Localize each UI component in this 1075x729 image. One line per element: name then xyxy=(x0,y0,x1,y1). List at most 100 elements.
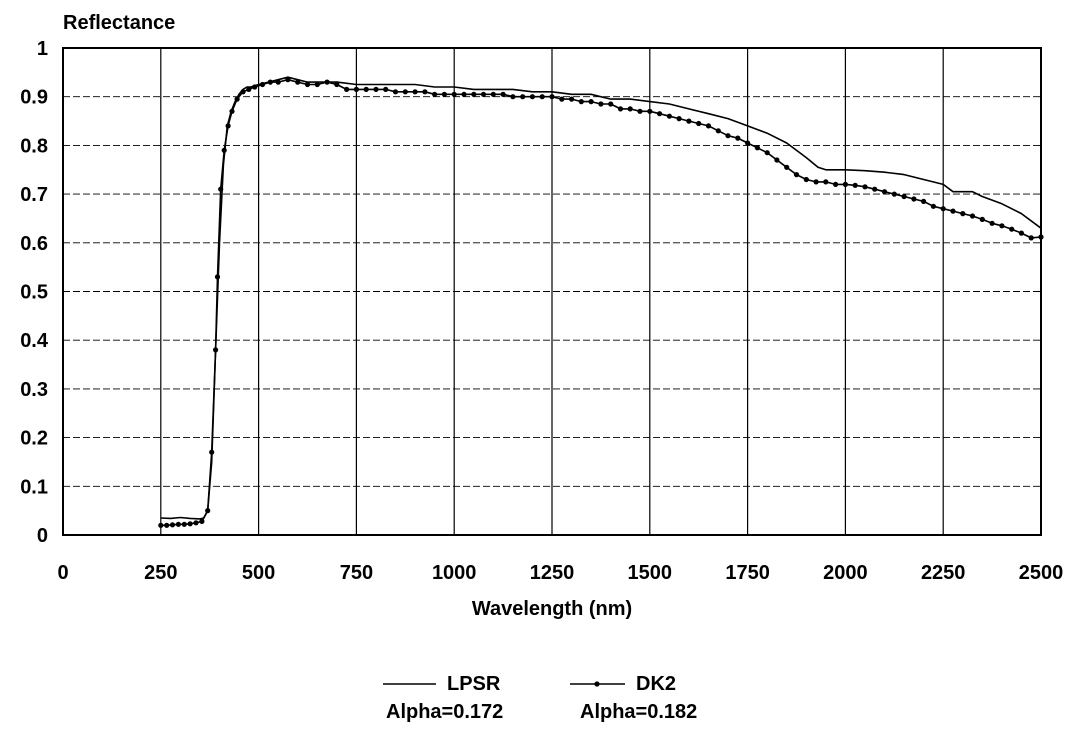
data-point-dk2 xyxy=(314,81,320,88)
y-tick-label: 0.2 xyxy=(20,428,48,450)
x-tick-labels: 0 250 500 750 1000 1250 1500 1750 2000 2250 2500 xyxy=(57,562,1063,584)
data-point-dk2 xyxy=(324,79,330,85)
data-point-dk2 xyxy=(969,213,976,219)
x-tick-label: 1250 xyxy=(530,562,575,584)
data-point-dk2 xyxy=(569,96,575,102)
x-tick-label: 1500 xyxy=(628,562,673,584)
x-tick-label: 1000 xyxy=(432,562,477,584)
data-point-dk2 xyxy=(520,94,526,100)
data-point-dk2 xyxy=(199,518,205,525)
data-point-dk2 xyxy=(725,133,731,139)
data-point-dk2 xyxy=(539,94,545,100)
data-point-dk2 xyxy=(627,106,633,112)
data-point-dk2 xyxy=(432,91,438,97)
data-point-dk2 xyxy=(793,172,800,178)
data-point-dk2 xyxy=(852,182,858,188)
data-point-dk2 xyxy=(193,520,199,526)
data-point-dk2 xyxy=(259,81,266,88)
data-point-dk2 xyxy=(158,522,164,528)
data-point-dk2 xyxy=(267,79,273,85)
data-point-dk2 xyxy=(754,145,761,151)
data-point-dk2 xyxy=(240,89,246,95)
data-point-dk2 xyxy=(901,193,907,200)
data-point-dk2 xyxy=(657,111,663,117)
data-point-dk2 xyxy=(666,113,673,119)
data-point-dk2 xyxy=(921,198,927,204)
data-point-dk2 xyxy=(1018,230,1024,236)
data-point-dk2 xyxy=(373,86,379,92)
data-point-dk2 xyxy=(715,128,721,134)
x-axis-label: Wavelength (nm) xyxy=(472,598,632,620)
data-point-dk2 xyxy=(578,99,584,105)
data-point-dk2 xyxy=(1009,226,1015,232)
data-point-dk2 xyxy=(559,96,565,102)
data-point-dk2 xyxy=(842,181,849,187)
data-point-dk2 xyxy=(735,135,741,141)
data-point-dk2 xyxy=(784,164,790,170)
data-point-dk2 xyxy=(696,120,702,127)
data-point-dk2 xyxy=(234,96,240,102)
y-axis-label: Reflectance xyxy=(63,12,175,34)
data-point-dk2 xyxy=(647,108,653,114)
data-point-dk2 xyxy=(500,91,506,97)
data-point-dk2 xyxy=(989,220,995,226)
y-tick-label: 0.3 xyxy=(20,379,48,401)
legend-alpha-lpsr: Alpha=0.172 xyxy=(386,701,503,723)
data-point-dk2 xyxy=(181,521,187,527)
data-point-dk2 xyxy=(187,521,193,527)
data-point-dk2 xyxy=(549,94,555,100)
data-point-dk2 xyxy=(803,176,809,183)
x-tick-label: 1750 xyxy=(725,562,770,584)
legend: LPSR Alpha=0.172 DK2 Alpha=0.182 xyxy=(383,673,697,723)
data-point-dk2 xyxy=(285,77,291,83)
data-point-dk2 xyxy=(872,186,878,192)
data-point-dk2 xyxy=(218,186,224,192)
data-point-dk2 xyxy=(205,508,211,514)
data-point-dk2 xyxy=(745,140,751,146)
y-tick-labels: 0 0.1 0.2 0.3 0.4 0.5 0.6 0.7 0.8 0.9 1 xyxy=(20,38,49,547)
data-point-dk2 xyxy=(213,347,219,353)
y-tick-label: 1 xyxy=(37,38,48,60)
x-tick-label: 2250 xyxy=(921,562,966,584)
data-point-dk2 xyxy=(353,86,359,92)
data-point-dk2 xyxy=(275,79,281,85)
data-point-dk2 xyxy=(252,84,258,90)
data-point-dk2 xyxy=(295,79,301,85)
data-point-dk2 xyxy=(490,91,496,97)
data-point-dk2 xyxy=(209,449,215,455)
data-point-dk2 xyxy=(979,216,985,222)
data-point-dk2 xyxy=(911,196,917,202)
data-point-dk2 xyxy=(813,179,819,185)
data-point-dk2 xyxy=(529,94,536,100)
x-tick-label: 2000 xyxy=(823,562,868,584)
legend-label-dk2: DK2 xyxy=(636,673,676,695)
data-point-dk2 xyxy=(960,211,966,217)
series-layer xyxy=(158,76,1044,528)
x-tick-label: 0 xyxy=(57,562,68,584)
data-point-dk2 xyxy=(229,108,235,114)
data-point-dk2 xyxy=(441,91,447,97)
data-point-dk2 xyxy=(862,184,868,190)
y-tick-label: 0.7 xyxy=(20,184,48,206)
data-point-dk2 xyxy=(164,522,170,528)
data-point-dk2 xyxy=(1028,235,1034,241)
y-tick-label: 0.6 xyxy=(20,233,48,255)
data-point-dk2 xyxy=(999,223,1005,229)
legend-label-lpsr: LPSR xyxy=(447,673,501,695)
data-point-dk2 xyxy=(304,81,311,88)
grid-lines xyxy=(63,48,1041,535)
data-point-dk2 xyxy=(774,157,780,163)
data-point-dk2 xyxy=(676,116,682,122)
data-point-dk2 xyxy=(608,101,614,107)
legend-item-dk2: DK2 Alpha=0.182 xyxy=(570,673,697,723)
data-point-dk2 xyxy=(930,203,937,209)
legend-item-lpsr: LPSR Alpha=0.172 xyxy=(383,673,503,723)
series-line-dk2 xyxy=(160,78,1042,527)
y-tick-label: 0.5 xyxy=(20,282,48,304)
plot-frame xyxy=(62,47,1042,536)
data-point-dk2 xyxy=(471,91,477,97)
data-point-dk2 xyxy=(686,118,692,124)
legend-marker-dk2 xyxy=(594,681,600,687)
data-point-dk2 xyxy=(175,521,181,527)
